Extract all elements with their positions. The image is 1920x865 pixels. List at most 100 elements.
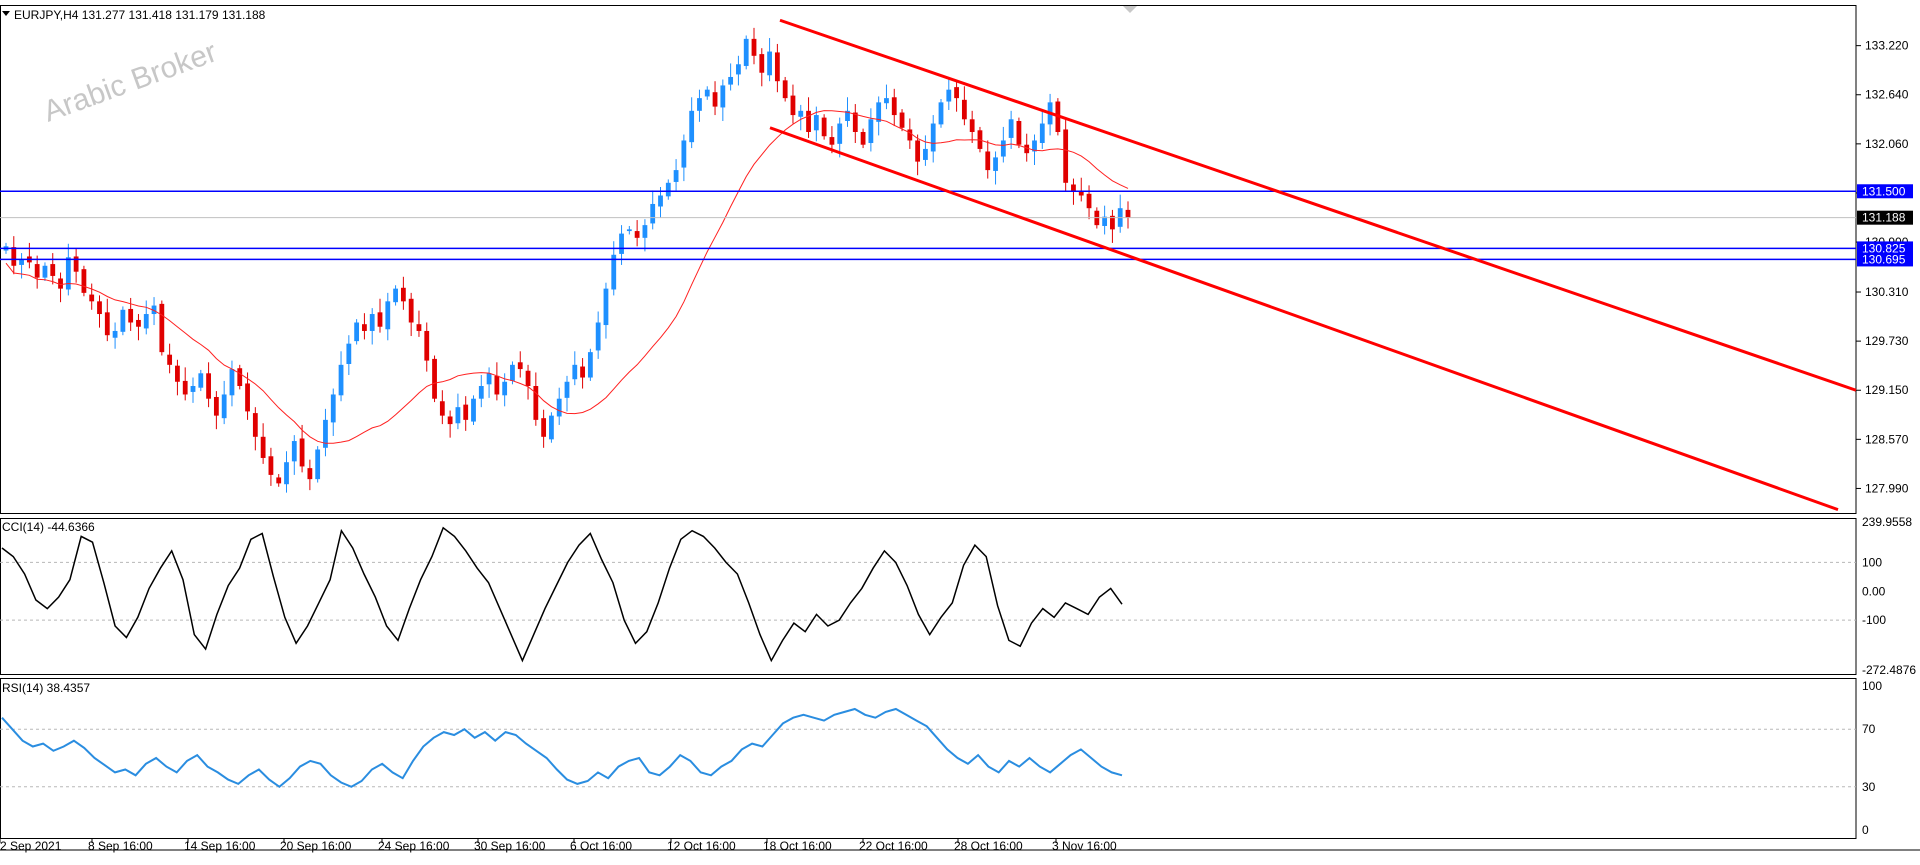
candle-body[interactable] bbox=[182, 380, 188, 395]
candle-body[interactable] bbox=[1016, 120, 1022, 145]
candle-body[interactable] bbox=[478, 386, 484, 399]
candle-body[interactable] bbox=[237, 368, 243, 386]
candle-body[interactable] bbox=[1032, 140, 1037, 152]
candle-body[interactable] bbox=[439, 401, 445, 416]
candle-body[interactable] bbox=[510, 364, 515, 381]
candle-body[interactable] bbox=[1125, 209, 1131, 218]
candle-body[interactable] bbox=[852, 112, 858, 132]
candle-body[interactable] bbox=[813, 115, 819, 131]
candle-body[interactable] bbox=[463, 404, 469, 420]
candle-body[interactable] bbox=[658, 195, 663, 207]
candle-body[interactable] bbox=[206, 373, 211, 399]
candle-body[interactable] bbox=[229, 369, 235, 396]
candle-body[interactable] bbox=[837, 123, 843, 144]
candle-body[interactable] bbox=[346, 343, 352, 364]
candle-body[interactable] bbox=[221, 394, 227, 419]
candle-body[interactable] bbox=[432, 358, 437, 399]
candle-body[interactable] bbox=[81, 269, 87, 293]
candle-body[interactable] bbox=[416, 324, 422, 331]
main-price-pane[interactable]: 133.220132.640132.060131.480130.900130.3… bbox=[0, 5, 1913, 514]
candle-body[interactable] bbox=[580, 366, 585, 378]
candle-body[interactable] bbox=[876, 102, 882, 122]
candle-body[interactable] bbox=[112, 330, 118, 338]
candle-body[interactable] bbox=[307, 468, 313, 480]
candle-body[interactable] bbox=[89, 294, 95, 302]
candle-body[interactable] bbox=[34, 264, 40, 278]
candle-body[interactable] bbox=[517, 362, 523, 370]
candle-body[interactable] bbox=[213, 397, 219, 416]
candle-body[interactable] bbox=[408, 298, 414, 323]
candle-body[interactable] bbox=[190, 386, 196, 392]
candle-body[interactable] bbox=[136, 319, 141, 327]
candle-body[interactable] bbox=[681, 140, 687, 168]
candle-body[interactable] bbox=[486, 373, 492, 385]
candle-body[interactable] bbox=[315, 449, 321, 480]
candle-body[interactable] bbox=[1063, 129, 1069, 183]
dropdown-arrow-icon[interactable] bbox=[2, 11, 10, 16]
candle-body[interactable] bbox=[821, 117, 827, 137]
candle-body[interactable] bbox=[362, 324, 367, 331]
candle-body[interactable] bbox=[549, 415, 554, 440]
candle-body[interactable] bbox=[447, 416, 453, 425]
candle-body[interactable] bbox=[899, 112, 905, 128]
candle-body[interactable] bbox=[930, 123, 936, 152]
candle-body[interactable] bbox=[868, 119, 874, 144]
candle-body[interactable] bbox=[1008, 119, 1014, 138]
candle-body[interactable] bbox=[845, 110, 850, 121]
candle-body[interactable] bbox=[525, 370, 531, 386]
candle-body[interactable] bbox=[1078, 191, 1084, 196]
candle-body[interactable] bbox=[993, 157, 998, 171]
candle-body[interactable] bbox=[938, 102, 944, 125]
candle-body[interactable] bbox=[767, 51, 772, 76]
candle-body[interactable] bbox=[619, 233, 624, 254]
candle-body[interactable] bbox=[471, 398, 476, 422]
candle-body[interactable] bbox=[11, 247, 17, 266]
candle-body[interactable] bbox=[712, 92, 718, 107]
candle-body[interactable] bbox=[790, 95, 796, 116]
candle-body[interactable] bbox=[595, 322, 601, 351]
candle-body[interactable] bbox=[626, 229, 632, 232]
candle-body[interactable] bbox=[73, 256, 79, 272]
candle-body[interactable] bbox=[556, 398, 562, 417]
candle-body[interactable] bbox=[907, 129, 913, 141]
candle-body[interactable] bbox=[1102, 216, 1108, 226]
candle-body[interactable] bbox=[268, 456, 274, 475]
candle-body[interactable] bbox=[260, 436, 266, 458]
candle-body[interactable] bbox=[611, 254, 617, 290]
candle-body[interactable] bbox=[642, 225, 648, 238]
candle-body[interactable] bbox=[198, 373, 204, 388]
candle-body[interactable] bbox=[806, 110, 811, 132]
candle-body[interactable] bbox=[782, 80, 788, 99]
candle-body[interactable] bbox=[1039, 123, 1045, 144]
candle-body[interactable] bbox=[961, 99, 967, 120]
candle-body[interactable] bbox=[151, 305, 157, 315]
candle-body[interactable] bbox=[650, 203, 656, 224]
candle-body[interactable] bbox=[736, 64, 741, 75]
candle-body[interactable] bbox=[167, 354, 173, 365]
candle-body[interactable] bbox=[969, 119, 975, 132]
moving-average-line[interactable] bbox=[5, 110, 1129, 444]
candle-body[interactable] bbox=[541, 418, 547, 437]
candle-body[interactable] bbox=[759, 54, 765, 73]
candle-body[interactable] bbox=[143, 314, 149, 329]
candle-body[interactable] bbox=[1071, 184, 1076, 192]
candle-body[interactable] bbox=[42, 265, 48, 278]
candle-body[interactable] bbox=[120, 309, 126, 332]
candle-body[interactable] bbox=[697, 98, 702, 111]
candle-body[interactable] bbox=[159, 303, 165, 353]
candle-body[interactable] bbox=[455, 407, 461, 424]
candle-body[interactable] bbox=[330, 394, 336, 423]
candle-body[interactable] bbox=[774, 52, 780, 82]
cci-line[interactable] bbox=[1, 526, 1123, 663]
candle-body[interactable] bbox=[634, 231, 640, 238]
candle-body[interactable] bbox=[603, 288, 609, 326]
candle-body[interactable] bbox=[284, 462, 289, 485]
candle-body[interactable] bbox=[915, 140, 921, 162]
candle-body[interactable] bbox=[104, 312, 110, 336]
candle-body[interactable] bbox=[564, 381, 570, 398]
candle-body[interactable] bbox=[369, 314, 375, 331]
candle-body[interactable] bbox=[704, 89, 710, 97]
candle-body[interactable] bbox=[19, 259, 24, 265]
candle-body[interactable] bbox=[720, 85, 726, 108]
